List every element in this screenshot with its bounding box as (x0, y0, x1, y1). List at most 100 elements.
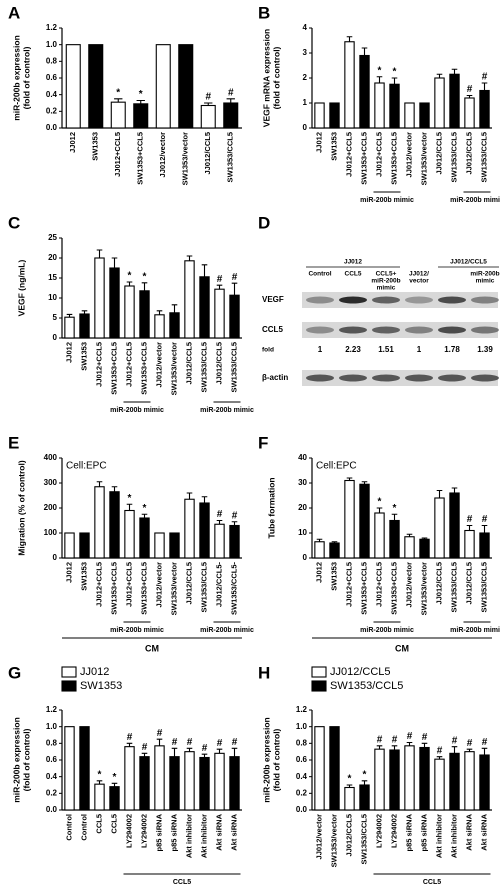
y-axis-label: Tube formation (266, 477, 276, 538)
bar (229, 524, 240, 559)
error-bar (186, 492, 193, 500)
error-bar (331, 541, 338, 543)
error-bar (391, 745, 398, 750)
fold-value: 2.23 (345, 345, 361, 354)
error-bar (481, 524, 488, 533)
error-bar (141, 513, 148, 518)
y-tick-label: 1.0 (296, 722, 308, 731)
bar (449, 73, 460, 129)
x-tick-label: Control (64, 814, 73, 841)
bar (169, 756, 180, 811)
blot-band (372, 326, 400, 334)
bar (199, 756, 210, 811)
bar (133, 103, 149, 129)
error-bar (376, 745, 383, 750)
significance-marker: # (467, 738, 473, 749)
significance-marker: * (378, 497, 382, 508)
bar (199, 276, 210, 339)
significance-marker: # (377, 734, 383, 745)
error-bar (361, 780, 368, 785)
error-bar (114, 98, 123, 103)
y-tick-label: 1.0 (46, 722, 58, 731)
bar (214, 752, 225, 811)
bar (359, 483, 370, 559)
error-bar (226, 98, 235, 103)
error-bar (346, 784, 353, 788)
error-bar (66, 313, 73, 318)
blot-band (405, 326, 433, 334)
significance-marker: # (142, 742, 148, 753)
bar (184, 498, 195, 559)
significance-marker: # (482, 72, 488, 83)
bracket-label: miR-200b mimic (110, 627, 164, 634)
x-tick-label: JJ012/vector (404, 562, 413, 608)
significance-marker: # (172, 737, 178, 748)
x-tick-label: JJ012+CCL5 (344, 562, 353, 607)
bar (139, 756, 150, 811)
bar (374, 748, 385, 811)
y-tick-label: 20 (48, 253, 57, 262)
footer-label: CM (395, 643, 409, 653)
bar (154, 314, 165, 339)
bracket-label: miR-200b mimic (200, 627, 254, 634)
significance-marker: # (467, 514, 473, 525)
y-tick-label: 3 (303, 48, 308, 57)
bar (449, 752, 460, 811)
error-bar (421, 742, 428, 748)
x-tick-label: Akt siRNA (214, 813, 223, 850)
x-tick-label: JJ012/CCL5 (434, 132, 443, 175)
bar (124, 509, 135, 559)
bar (359, 54, 370, 129)
bar (64, 316, 75, 339)
legend-label: JJ012/CCL5 (330, 666, 391, 678)
y-axis-label: (fold of control) (271, 728, 281, 791)
bracket-label: miR-200b mimic (450, 197, 500, 204)
blot-band (438, 374, 466, 382)
bar (374, 82, 385, 129)
significance-marker: # (437, 745, 443, 756)
bar (314, 102, 325, 129)
bar (94, 257, 105, 339)
error-bar (481, 747, 488, 755)
x-tick-label: SW1353/vector (419, 132, 428, 185)
error-bar (231, 521, 238, 526)
error-bar (136, 99, 145, 104)
x-tick-label: SW1353 (79, 342, 88, 371)
bracket-label: miR-200b mimic (360, 627, 414, 634)
x-tick-label: Control (79, 814, 88, 841)
y-tick-label: 5 (53, 313, 58, 322)
x-tick-label: SW1353 (329, 562, 338, 591)
x-tick-label: JJ012+CCL5 (124, 562, 133, 607)
group-label: JJ012 (344, 259, 362, 266)
x-tick-label: SW1353/vector (169, 342, 178, 395)
x-tick-label: JJ012/CCL5 (434, 562, 443, 605)
y-tick-label: 0 (303, 123, 308, 132)
x-tick-label: SW1353/vector (181, 132, 190, 185)
panel-letter: G (8, 663, 21, 682)
x-tick-label: CCL5 (94, 814, 103, 834)
x-tick-label: SW1353+CCL5 (136, 132, 145, 185)
y-tick-label: 30 (298, 478, 307, 487)
y-tick-label: 1.0 (46, 40, 58, 49)
bar (64, 726, 75, 811)
bar (314, 726, 325, 811)
significance-marker: # (482, 737, 488, 748)
bar (223, 102, 239, 129)
error-bar (391, 513, 398, 521)
significance-marker: # (187, 737, 193, 748)
y-tick-label: 0 (53, 553, 58, 562)
blot-band (339, 326, 367, 334)
bar (64, 532, 75, 559)
bar (359, 784, 370, 811)
panel-letter: F (258, 433, 268, 452)
y-tick-label: 0.0 (46, 123, 58, 132)
fold-value: 1.78 (444, 345, 460, 354)
significance-marker: # (407, 731, 413, 742)
bar (449, 492, 460, 559)
x-tick-label: Akt siRNA (464, 813, 473, 850)
x-tick-label: SW1353/CCL5 (449, 132, 458, 182)
y-tick-label: 0.2 (46, 788, 58, 797)
bar (79, 726, 90, 811)
bracket-label: miR-200b mimic (110, 407, 164, 414)
bar (389, 749, 400, 811)
